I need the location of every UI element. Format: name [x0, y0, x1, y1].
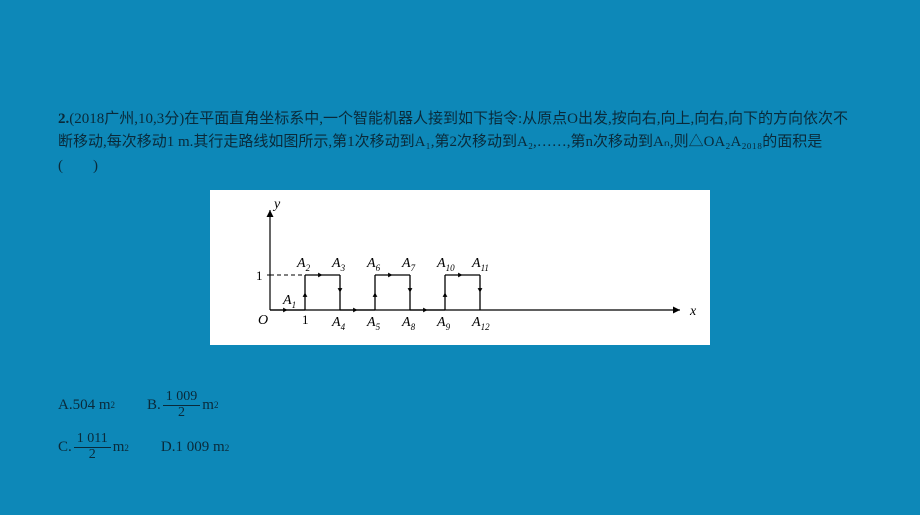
option-b-num: 1 009 [163, 390, 201, 406]
option-a-sup: 2 [111, 400, 116, 410]
svg-text:y: y [272, 197, 281, 212]
option-d-text: 1 009 m [176, 439, 225, 456]
option-c-sup: 2 [124, 443, 129, 453]
option-c-num: 1 011 [74, 432, 111, 448]
svg-text:A8: A8 [401, 315, 416, 332]
option-c-frac: 1 011 2 [74, 432, 111, 462]
options-row-2: C. 1 011 2 m2 D.1 009 m2 [58, 432, 261, 462]
svg-text:A6: A6 [366, 256, 381, 273]
svg-text:A5: A5 [366, 315, 381, 332]
options-row-1: A.504 m2 B. 1 009 2 m2 [58, 390, 261, 420]
option-d-sup: 2 [225, 443, 230, 453]
option-a-text: 504 m [73, 397, 111, 414]
svg-text:1: 1 [302, 312, 309, 327]
question-text: 2.(2018广州,10,3分)在平面直角坐标系中,一个智能机器人接到如下指令:… [58, 108, 862, 178]
option-c: C. 1 011 2 m2 [58, 432, 129, 462]
question-source: (2018广州,10,3分) [69, 111, 184, 127]
svg-text:x: x [689, 304, 697, 319]
option-c-prefix: C. [58, 439, 72, 456]
svg-text:1: 1 [256, 268, 263, 283]
svg-text:A2: A2 [296, 256, 311, 273]
option-b: B. 1 009 2 m2 [147, 390, 218, 420]
option-b-frac: 1 009 2 [163, 390, 201, 420]
option-b-prefix: B. [147, 397, 161, 414]
svg-text:A7: A7 [401, 256, 416, 273]
option-c-suffix: m [113, 439, 125, 456]
option-a: A.504 m2 [58, 397, 115, 414]
svg-text:A3: A3 [331, 256, 346, 273]
option-b-den: 2 [175, 406, 188, 421]
svg-text:A12: A12 [471, 315, 490, 332]
option-d-prefix: D. [161, 439, 176, 456]
svg-text:O: O [258, 313, 268, 328]
option-b-sup: 2 [214, 400, 219, 410]
option-b-suffix: m [202, 397, 214, 414]
svg-text:A10: A10 [436, 256, 455, 273]
option-c-den: 2 [86, 448, 99, 463]
question-number: 2. [58, 111, 69, 127]
option-d: D.1 009 m2 [161, 439, 229, 456]
path-diagram: Ox y 1 1 A1 A2 A3 A4 A5 A6 A7 A8 A9 A10 A11 A12 [210, 190, 710, 345]
options-block: A.504 m2 B. 1 009 2 m2 C. 1 011 2 m2 D.1… [58, 390, 261, 475]
svg-text:A1: A1 [282, 293, 296, 310]
svg-text:A9: A9 [436, 315, 451, 332]
option-a-prefix: A. [58, 397, 73, 414]
svg-text:A11: A11 [471, 256, 489, 273]
svg-text:A4: A4 [331, 315, 346, 332]
